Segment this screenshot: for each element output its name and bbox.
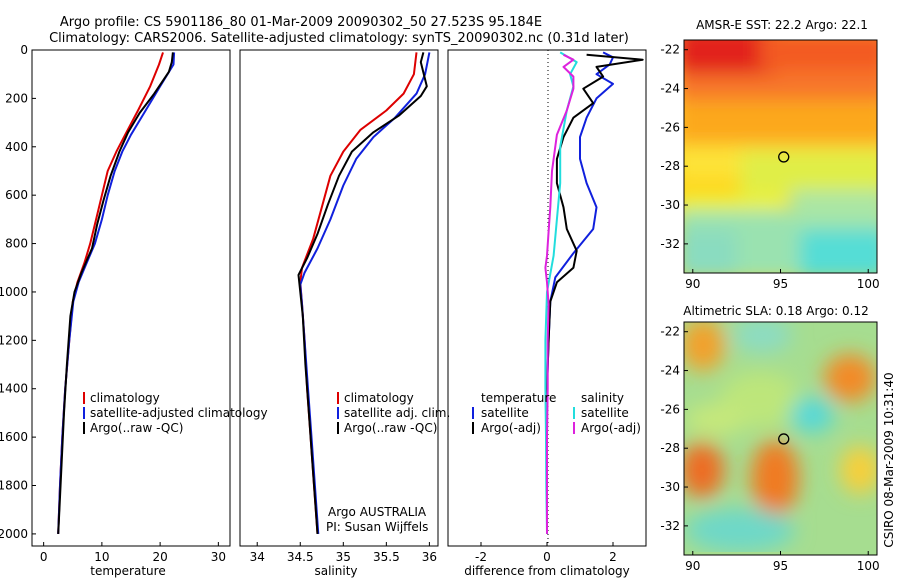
series-line-salinity-satellite bbox=[544, 51, 578, 534]
diff-x-tick-label: 0 bbox=[543, 550, 551, 564]
series-line-satellite-adjusted-climatology bbox=[57, 52, 176, 534]
map-y-tick-label: -32 bbox=[660, 237, 680, 251]
sst-map-panel: AMSR-E SST: 22.2 Argo: 22.1 -22 -24 -26 -28… bbox=[660, 18, 880, 291]
map-y-tick-label: -22 bbox=[660, 43, 680, 57]
y-tick-label: 1600 bbox=[0, 430, 28, 444]
series-line-salinity-argo-adj- bbox=[544, 53, 575, 534]
y-tick-label: 400 bbox=[5, 140, 28, 154]
map-y-tick-label: -32 bbox=[660, 519, 680, 533]
map-y-tick-label: -28 bbox=[660, 441, 680, 455]
y-tick-label: 600 bbox=[5, 188, 28, 202]
salinity-xlabel: salinity bbox=[314, 564, 357, 578]
y-tick-label: 0 bbox=[20, 43, 28, 57]
sla-argo-location-marker bbox=[778, 433, 790, 445]
legend-label-argo: Argo(..raw -QC) bbox=[344, 421, 437, 435]
map-y-tick-label: -28 bbox=[660, 159, 680, 173]
map-x-tick-label: 90 bbox=[685, 277, 700, 291]
legend-label-climatology: climatology bbox=[90, 391, 160, 405]
map-x-tick-label: 95 bbox=[773, 277, 788, 291]
difference-legend: temperature salinity satellite Argo(-adj… bbox=[472, 391, 641, 435]
y-tick-label: 200 bbox=[5, 91, 28, 105]
sal-x-tick-label: 34.5 bbox=[287, 550, 314, 564]
series-line-satellite-adj-clim- bbox=[299, 52, 431, 534]
map-y-tick-label: -24 bbox=[660, 82, 680, 96]
temperature-legend: climatology satellite-adjusted climatolo… bbox=[83, 391, 268, 435]
temp-x-tick-label: 0 bbox=[40, 550, 48, 564]
y-tick-label: 2000 bbox=[0, 527, 28, 541]
series-line-temperature-satellite bbox=[546, 51, 614, 534]
map-x-tick-label: 100 bbox=[857, 559, 880, 573]
map-y-tick-label: -26 bbox=[660, 402, 680, 416]
y-tick-label: 1400 bbox=[0, 382, 28, 396]
temperature-panel: 0 200 400 600 800 1000 1200 1400 1600 1800 2000 0 1… bbox=[0, 43, 268, 578]
series-line-temperature-argo-adj- bbox=[546, 53, 644, 534]
sst-heatmap bbox=[684, 40, 877, 273]
y-tick-label: 1200 bbox=[0, 333, 28, 347]
y-tick-label: 1000 bbox=[0, 285, 28, 299]
legend-label-climatology: climatology bbox=[344, 391, 414, 405]
series-line-argo-raw-qc- bbox=[57, 52, 174, 534]
diff-x-tick-label: -2 bbox=[475, 550, 487, 564]
legend-label-satellite-adjusted: satellite-adjusted climatology bbox=[90, 406, 268, 420]
legend-label-temp-argo: Argo(-adj) bbox=[481, 421, 541, 435]
sst-color-field bbox=[684, 40, 877, 273]
sst-map-title: AMSR-E SST: 22.2 Argo: 22.1 bbox=[696, 18, 868, 32]
legend-label-sal-argo: Argo(-adj) bbox=[581, 421, 641, 435]
salinity-axes-box bbox=[239, 49, 439, 547]
temperature-xlabel: temperature bbox=[90, 564, 165, 578]
series-line-climatology bbox=[299, 52, 418, 534]
map-y-tick-label: -26 bbox=[660, 120, 680, 134]
figure-title-line2: Climatology: CARS2006. Satellite-adjuste… bbox=[49, 31, 629, 46]
legend-label-argo: Argo(..raw -QC) bbox=[90, 421, 183, 435]
map-y-tick-label: -30 bbox=[660, 480, 680, 494]
map-y-tick-label: -22 bbox=[660, 325, 680, 339]
legend-label-temp-satellite: satellite bbox=[481, 406, 529, 420]
difference-xlabel: difference from climatology bbox=[464, 564, 630, 578]
annotation-pi: PI: Susan Wijffels bbox=[326, 520, 428, 534]
y-tick-label: 800 bbox=[5, 237, 28, 251]
temp-x-tick-label: 10 bbox=[94, 550, 109, 564]
sla-heatmap bbox=[684, 322, 877, 555]
temp-x-tick-label: 20 bbox=[152, 550, 167, 564]
sal-x-tick-label: 35 bbox=[336, 550, 351, 564]
difference-panel: -2 0 2 difference from climatology tempera… bbox=[447, 49, 647, 578]
annotation-argo-australia: Argo AUSTRALIA bbox=[328, 505, 427, 519]
map-x-tick-label: 95 bbox=[773, 559, 788, 573]
figure-title-line1: Argo profile: CS 5901186_80 01-Mar-2009 … bbox=[60, 15, 542, 30]
salinity-panel: 34 34.5 35 35.5 36 salinity climatology sate… bbox=[239, 49, 450, 578]
sla-map-title: Altimetric SLA: 0.18 Argo: 0.12 bbox=[683, 304, 868, 318]
sla-color-field bbox=[684, 322, 877, 552]
sal-x-tick-label: 36 bbox=[422, 550, 437, 564]
legend-title-salinity: salinity bbox=[581, 391, 624, 405]
series-line-argo-raw-qc- bbox=[297, 52, 428, 534]
map-x-tick-label: 100 bbox=[857, 277, 880, 291]
map-x-tick-label: 90 bbox=[685, 559, 700, 573]
side-credit: CSIRO 08-Mar-2009 10:31:40 bbox=[882, 372, 896, 547]
legend-label-satellite-adj: satellite adj. clim. bbox=[344, 406, 450, 420]
legend-title-temperature: temperature bbox=[481, 391, 556, 405]
temp-x-tick-label: 30 bbox=[211, 550, 226, 564]
map-y-tick-label: -30 bbox=[660, 198, 680, 212]
temperature-axes-box bbox=[31, 49, 231, 547]
legend-label-sal-satellite: satellite bbox=[581, 406, 629, 420]
sst-argo-location-marker bbox=[778, 151, 790, 163]
sla-map-panel: Altimetric SLA: 0.18 Argo: 0.12 -22 -24 -2… bbox=[660, 304, 880, 573]
y-tick-label: 1800 bbox=[0, 479, 28, 493]
sal-x-tick-label: 34 bbox=[250, 550, 265, 564]
salinity-legend: climatology satellite adj. clim. Argo(..… bbox=[337, 391, 450, 435]
diff-x-tick-label: 2 bbox=[609, 550, 617, 564]
sal-x-tick-label: 35.5 bbox=[373, 550, 400, 564]
map-y-tick-label: -24 bbox=[660, 364, 680, 378]
